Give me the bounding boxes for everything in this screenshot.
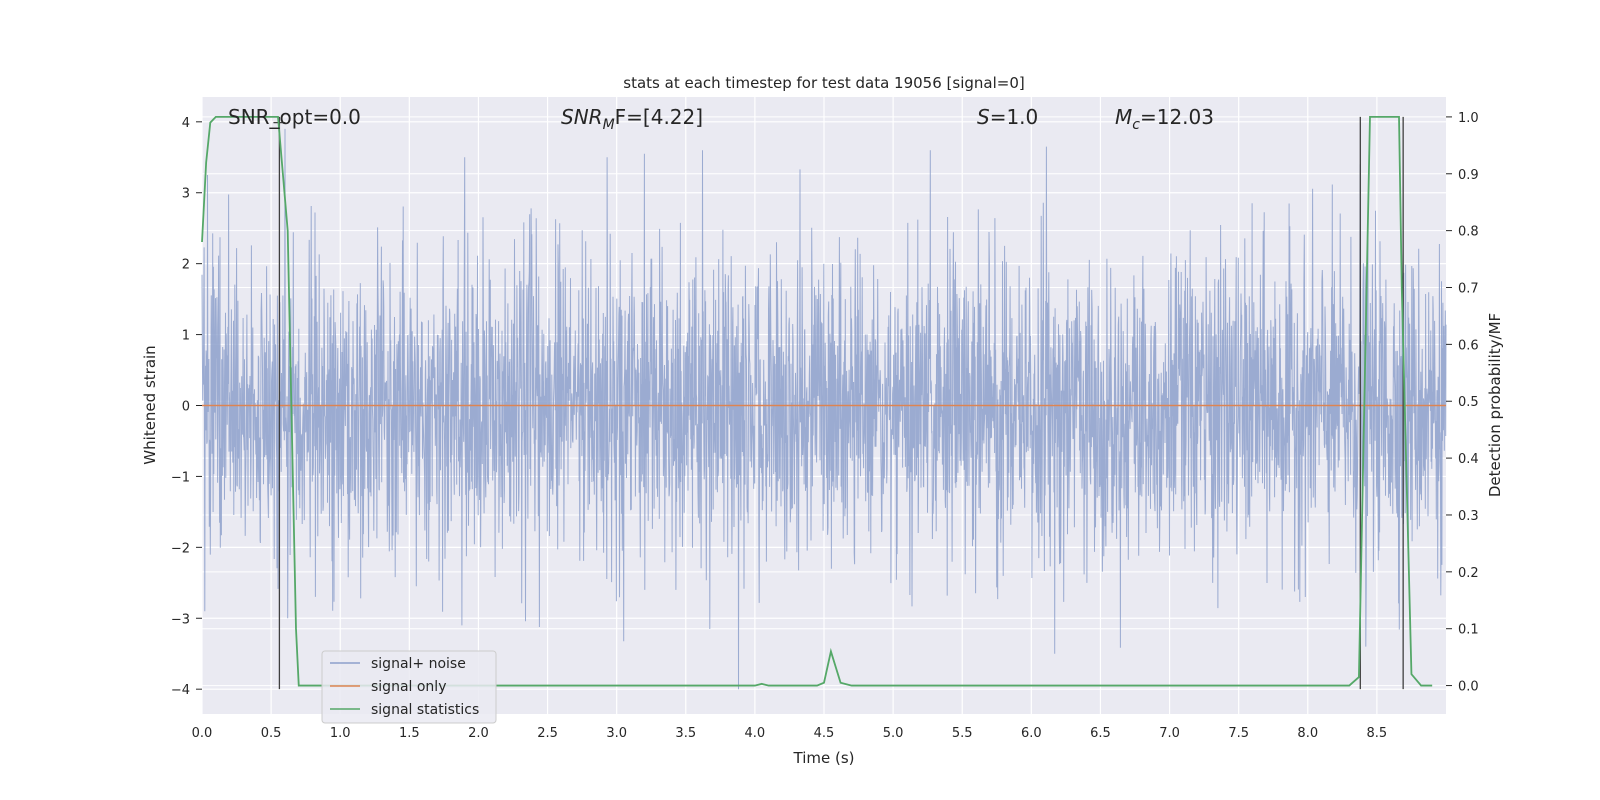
x-tick-label: 4.0 — [745, 726, 766, 741]
y2-tick-label: 0.5 — [1458, 395, 1479, 410]
y2-tick-label: 0.9 — [1458, 168, 1479, 183]
x-tick-label: 7.0 — [1159, 726, 1180, 741]
annotation-snr-opt: SNR_opt=0.0 — [228, 105, 361, 129]
y-tick-label: 2 — [182, 258, 190, 273]
y-tick-label: −4 — [171, 683, 190, 698]
noise-series — [201, 128, 1447, 690]
x-tick-label: 2.0 — [468, 726, 489, 741]
y-ticks: −4 −3 −2 −1 0 1 2 3 4 — [171, 116, 202, 698]
statistics-line — [201, 116, 1433, 687]
x-tick-label: 3.0 — [606, 726, 627, 741]
y2-tick-label: 0.0 — [1458, 680, 1479, 695]
snr-mf-base: SNR — [561, 105, 603, 129]
x-tick-label: 5.0 — [883, 726, 904, 741]
legend: signal+ noise signal only signal statist… — [321, 650, 497, 724]
y2-tick-label: 0.4 — [1458, 452, 1479, 467]
y2-tick-label: 0.2 — [1458, 566, 1479, 581]
legend-label-noise: signal+ noise — [371, 656, 466, 672]
snr-mf-sub: M — [603, 117, 615, 133]
y2-tick-label: 0.6 — [1458, 338, 1479, 353]
mc-rest: =12.03 — [1140, 105, 1214, 129]
x-tick-label: 6.5 — [1090, 726, 1111, 741]
y2-tick-label: 0.7 — [1458, 282, 1479, 297]
y-tick-label: −1 — [171, 470, 190, 485]
mc-base: M — [1115, 105, 1132, 129]
x-tick-label: 1.5 — [399, 726, 420, 741]
annotation-s: S=1.0 — [977, 105, 1038, 129]
mc-sub: c — [1132, 117, 1140, 133]
s-var: S — [977, 105, 990, 129]
y2-tick-label: 1.0 — [1458, 111, 1479, 126]
y2-tick-label: 0.8 — [1458, 225, 1479, 240]
snr-mf-rest: F=[4.22] — [615, 105, 703, 129]
y2-axis-label: Detection probability/MF — [1486, 313, 1504, 497]
noise-line — [201, 128, 1447, 690]
chart-title: stats at each timestep for test data 190… — [623, 74, 1024, 92]
y-axis-label: Whitened strain — [141, 345, 159, 464]
y-tick-label: −2 — [171, 541, 190, 556]
x-tick-label: 7.5 — [1228, 726, 1249, 741]
x-tick-label: 5.5 — [952, 726, 973, 741]
s-rest: =1.0 — [990, 105, 1039, 129]
legend-box — [321, 650, 497, 724]
annotation-snr-mf: SNRMF=[4.22] — [561, 105, 703, 133]
x-tick-label: 2.5 — [537, 726, 558, 741]
y2-tick-label: 0.3 — [1458, 509, 1479, 524]
y-tick-label: −3 — [171, 612, 190, 627]
x-tick-label: 3.5 — [675, 726, 696, 741]
annotation-mc: Mc=12.03 — [1115, 105, 1214, 133]
vertical-markers — [273, 116, 1404, 690]
y-tick-label: 0 — [182, 400, 190, 415]
y-tick-label: 1 — [182, 329, 190, 344]
x-tick-label: 0.5 — [261, 726, 282, 741]
y-tick-label: 4 — [182, 116, 190, 131]
y-tick-label: 3 — [182, 187, 190, 202]
x-tick-label: 1.0 — [330, 726, 351, 741]
x-axis-label: Time (s) — [793, 749, 855, 767]
x-tick-label: 6.0 — [1021, 726, 1042, 741]
statistics-series — [201, 116, 1433, 687]
x-tick-label: 8.5 — [1367, 726, 1388, 741]
x-ticks: 0.0 0.5 1.0 1.5 2.0 2.5 3.0 3.5 4.0 4.5 5.0 5.5 6.0 6… — [192, 726, 1388, 741]
x-tick-label: 4.5 — [814, 726, 835, 741]
y2-ticks: 0.0 0.1 0.2 0.3 0.4 0.5 0.6 0.7 0.8 0.9 1.0 — [1446, 111, 1479, 695]
x-tick-label: 0.0 — [192, 726, 213, 741]
y2-tick-label: 0.1 — [1458, 623, 1479, 638]
x-tick-label: 8.0 — [1297, 726, 1318, 741]
legend-label-statistics: signal statistics — [371, 702, 479, 718]
legend-label-signal-only: signal only — [371, 679, 446, 695]
